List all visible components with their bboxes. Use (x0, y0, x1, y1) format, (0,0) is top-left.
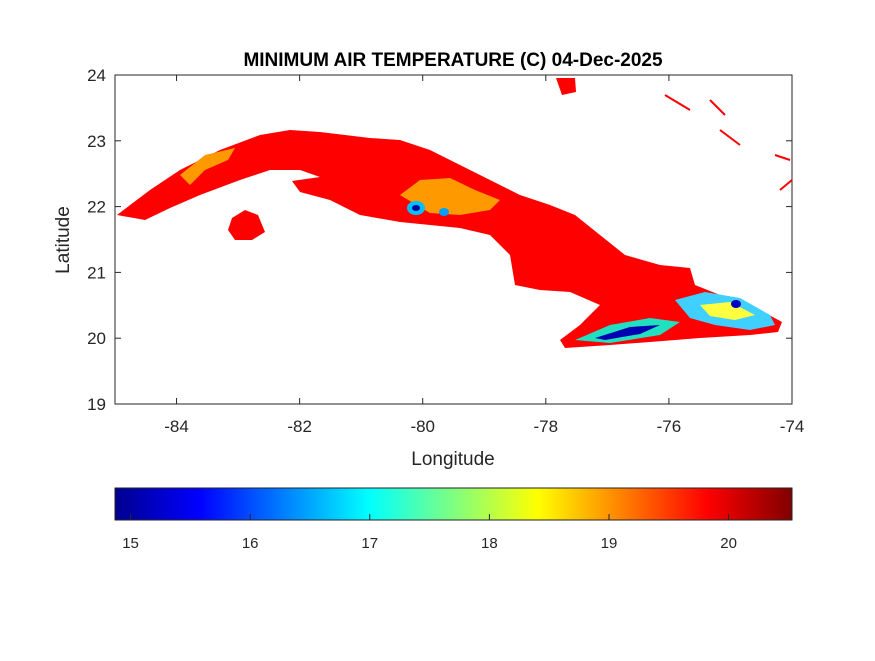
x-tick-label: -76 (657, 417, 682, 436)
orange-patch-central (400, 178, 500, 215)
orange-patch-west (180, 148, 235, 185)
colorbar-tick-label: 20 (720, 535, 737, 552)
y-tick-label: 21 (87, 263, 106, 282)
colorbar-tick-label: 15 (122, 535, 139, 552)
cuba-main-island (117, 130, 782, 348)
y-tick-label: 19 (87, 395, 106, 414)
colorbar-tick-label: 19 (601, 535, 618, 552)
x-tick-label: -82 (287, 417, 312, 436)
colorbar-tick-label: 16 (242, 535, 259, 552)
cold-core-east (700, 302, 755, 320)
x-tick-label: -74 (780, 417, 805, 436)
x-axis-label: Longitude (411, 449, 494, 470)
isla-de-la-juventud (228, 210, 265, 240)
colorbar-tick-label: 18 (481, 535, 498, 552)
cold-core-east-2 (731, 300, 741, 308)
y-axis-label: Latitude (53, 206, 74, 274)
plot-area (114, 74, 793, 405)
y-tick-label: 20 (87, 329, 106, 348)
bahamas-fragment (556, 78, 576, 95)
x-tick-label: -78 (534, 417, 559, 436)
cold-core-sierra-maestra (595, 325, 660, 340)
y-tick-label: 22 (87, 198, 106, 217)
y-tick-label: 23 (87, 132, 106, 151)
cold-core-central (412, 205, 420, 211)
keys-north (664, 94, 793, 191)
y-tick-label: 24 (87, 66, 106, 85)
x-tick-label: -84 (164, 417, 189, 436)
chart-title: MINIMUM AIR TEMPERATURE (C) 04-Dec-2025 (243, 50, 663, 71)
x-tick-label: -80 (410, 417, 435, 436)
colorbar (114, 487, 793, 521)
cold-patch-central-2 (439, 208, 449, 216)
colorbar-tick-label: 17 (361, 535, 378, 552)
temperature-map (117, 78, 793, 348)
